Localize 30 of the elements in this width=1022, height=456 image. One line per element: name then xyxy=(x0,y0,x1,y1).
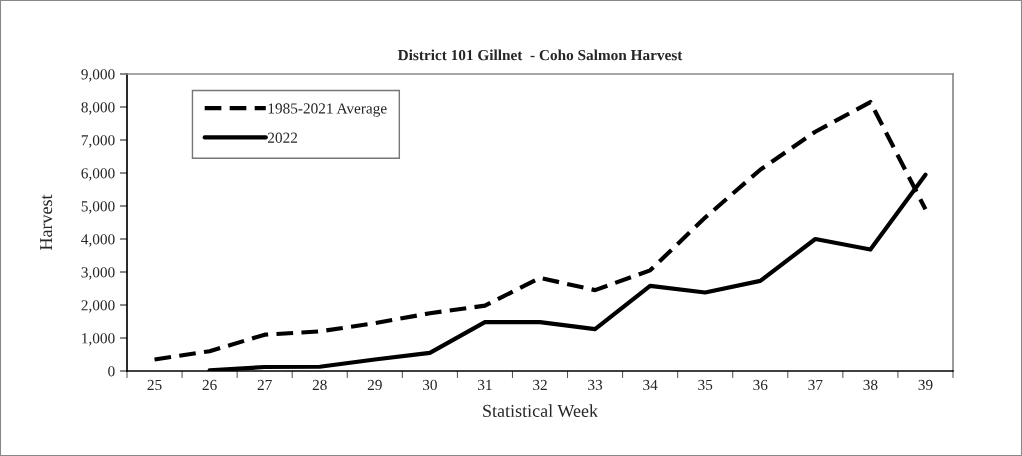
x-tick-label: 36 xyxy=(753,379,768,391)
y-tick-label: 8,000 xyxy=(81,102,115,115)
chart-title: District 101 Gillnet - Coho Salmon Harvest xyxy=(397,49,683,61)
y-axis-title: Harvest xyxy=(40,194,53,251)
y-tick-label: 4,000 xyxy=(81,234,115,247)
y-tick-label: 0 xyxy=(108,366,115,377)
x-tick-label: 25 xyxy=(147,379,162,391)
y-tick-label: 1,000 xyxy=(82,333,115,346)
x-tick-label: 31 xyxy=(478,379,492,391)
x-tick-label: 39 xyxy=(918,379,933,391)
y-tick-label: 2,000 xyxy=(81,300,115,313)
y-tick-label: 9,000 xyxy=(81,69,115,82)
y-tick-label: 5,000 xyxy=(81,201,115,214)
y-tick-label: 7,000 xyxy=(81,135,115,148)
x-tick-label: 30 xyxy=(422,379,437,391)
y-tick-label: 6,000 xyxy=(81,168,115,181)
x-axis-title: Statistical Week xyxy=(483,404,599,418)
legend-label: 1985-2021 Average xyxy=(268,103,387,117)
x-tick-label: 32 xyxy=(533,379,547,391)
x-tick-label: 37 xyxy=(808,379,823,391)
x-tick-label: 35 xyxy=(698,379,713,391)
legend-label: 2022 xyxy=(267,132,298,143)
x-tick-label: 28 xyxy=(312,379,327,391)
x-tick-label: 29 xyxy=(367,379,382,391)
x-tick-label: 26 xyxy=(202,379,217,391)
y-tick-label: 3,000 xyxy=(81,267,115,280)
x-tick-label: 38 xyxy=(863,379,878,391)
x-tick-label: 34 xyxy=(643,379,658,391)
x-tick-label: 27 xyxy=(257,379,272,390)
x-tick-label: 33 xyxy=(588,379,603,391)
